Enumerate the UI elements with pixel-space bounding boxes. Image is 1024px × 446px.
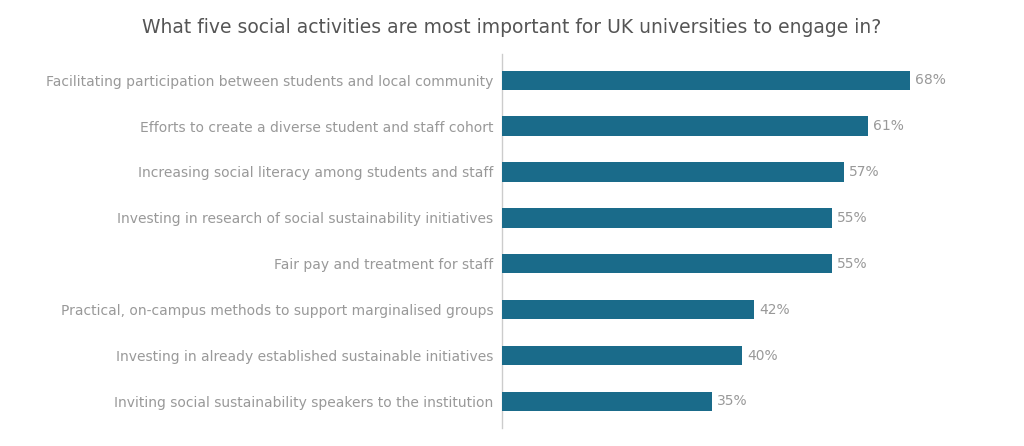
Text: 57%: 57% [849,165,880,179]
Bar [502,346,742,365]
Text: 55%: 55% [837,211,867,225]
Bar [502,162,844,182]
Bar [502,300,754,319]
Bar [502,392,712,411]
Text: 55%: 55% [837,257,867,271]
Bar [502,70,910,90]
Text: 35%: 35% [717,395,748,409]
Text: 61%: 61% [873,119,904,133]
Bar [502,116,868,136]
Text: What five social activities are most important for UK universities to engage in?: What five social activities are most imp… [142,18,882,37]
Bar [502,208,833,227]
Bar [502,254,833,273]
Text: 68%: 68% [915,73,946,87]
Text: 42%: 42% [759,303,790,317]
Text: 40%: 40% [746,349,777,363]
